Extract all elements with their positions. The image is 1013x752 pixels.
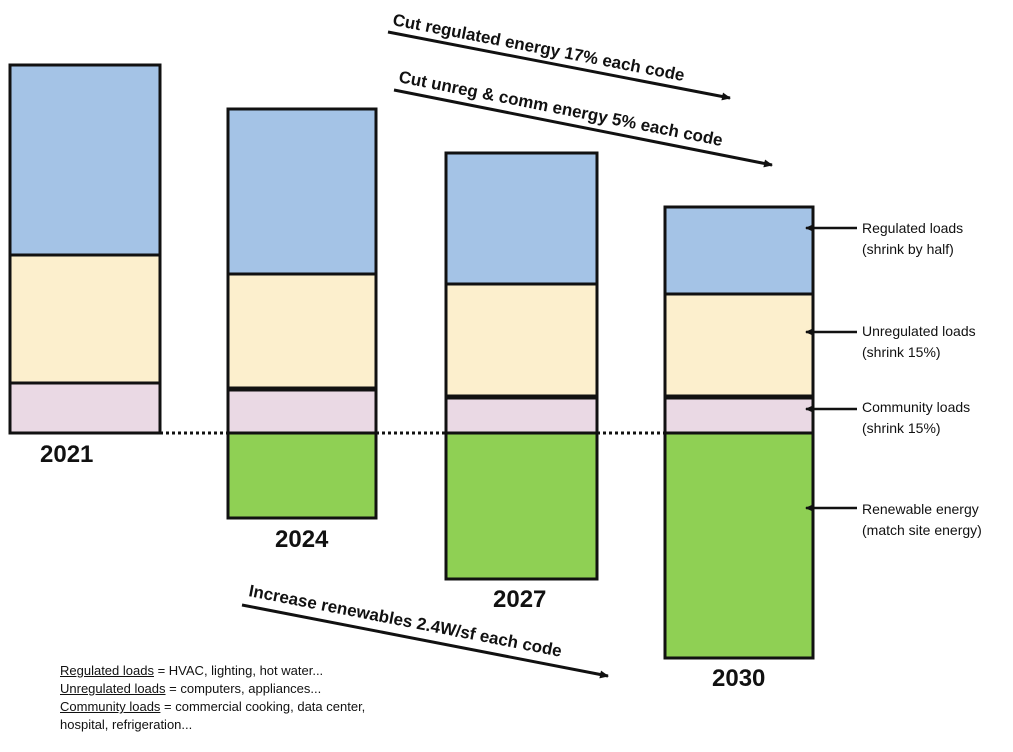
segment-regulated (663, 205, 815, 296)
bar-2030 (663, 205, 815, 660)
legend-term: Regulated loads (60, 663, 154, 678)
legend-def: = HVAC, lighting, hot water... (153, 663, 324, 678)
segment-community (226, 388, 378, 435)
segment-renewable (444, 431, 599, 581)
arrow-line (387, 30, 731, 101)
segment-regulated (226, 107, 378, 276)
legend-row-unregulated: Unregulated loads = computers, appliance… (60, 680, 365, 698)
callout-renewable-line1: Renewable energy (862, 501, 979, 517)
segment-regulated (444, 151, 599, 286)
segment-unregulated (226, 272, 378, 390)
callout-community: Community loads (shrink 15%) (805, 399, 970, 436)
bar-2024 (226, 107, 378, 520)
year-label-2027: 2027 (493, 586, 546, 613)
callout-unregulated-line1: Unregulated loads (862, 323, 976, 339)
legend-def: = computers, appliances... (165, 681, 322, 696)
arrow-unreg-cut: Cut unreg & comm energy 5% each code (393, 67, 773, 168)
legend-row-community: Community loads = commercial cooking, da… (60, 698, 365, 716)
arrow-line (393, 88, 773, 168)
bar-2021 (8, 63, 162, 435)
callout-unregulated: Unregulated loads (shrink 15%) (805, 323, 976, 360)
segment-unregulated (663, 292, 815, 398)
callout-regulated-line1: Regulated loads (862, 220, 963, 236)
segment-renewable (226, 431, 378, 520)
legend-def: hospital, refrigeration... (60, 717, 193, 732)
definitions-legend: Regulated loads = HVAC, lighting, hot wa… (60, 662, 365, 734)
callout-renewable: Renewable energy (match site energy) (805, 501, 982, 538)
bar-2027 (444, 151, 599, 581)
segment-renewable (663, 431, 815, 660)
legend-term: Unregulated loads (60, 681, 166, 696)
legend-row-community-cont: hospital, refrigeration... (60, 716, 365, 734)
segment-community (663, 396, 815, 435)
year-label-2024: 2024 (275, 526, 329, 553)
arrow-line (241, 603, 609, 679)
callout-community-line2: (shrink 15%) (862, 420, 941, 436)
segment-regulated (8, 63, 162, 257)
segment-unregulated (444, 282, 599, 398)
callout-renewable-line2: (match site energy) (862, 522, 982, 538)
year-label-2021: 2021 (40, 441, 93, 468)
year-label-2030: 2030 (712, 665, 765, 692)
segment-community (444, 396, 599, 435)
callout-regulated: Regulated loads (shrink by half) (805, 220, 963, 257)
callout-unregulated-line2: (shrink 15%) (862, 344, 941, 360)
legend-term: Community loads (60, 699, 161, 714)
segment-unregulated (8, 253, 162, 385)
callout-community-line1: Community loads (862, 399, 970, 415)
legend-row-regulated: Regulated loads = HVAC, lighting, hot wa… (60, 662, 365, 680)
callout-regulated-line2: (shrink by half) (862, 241, 954, 257)
segment-community (8, 381, 162, 435)
legend-def: = commercial cooking, data center, (160, 699, 366, 714)
